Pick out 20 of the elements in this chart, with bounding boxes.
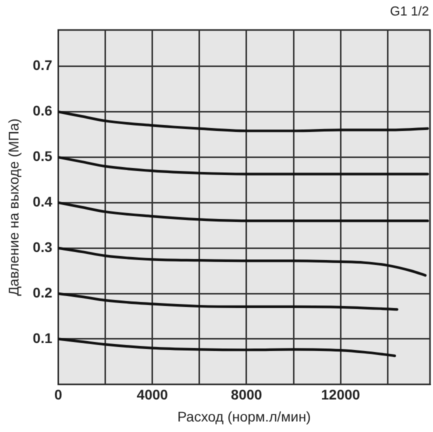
y-tick-label: 0.7: [32, 57, 52, 74]
y-tick-label: 0.3: [32, 238, 52, 255]
y-tick-label: 0.4: [32, 194, 52, 210]
x-tick-label: 8000: [230, 386, 262, 403]
line-series: [58, 292, 398, 311]
text: G1 1/2: [390, 4, 429, 19]
line-series: [58, 246, 427, 277]
x-tick-label: 4000: [136, 386, 168, 403]
y-axis-title: Давление на выходе (МПа): [5, 118, 22, 296]
x-axis-title: Расход (норм.л/мин): [177, 408, 311, 424]
line-series: [58, 156, 429, 176]
x-tick-label: 12000: [321, 386, 360, 403]
line-series: [58, 110, 429, 132]
y-tick-label: 0.1: [32, 330, 52, 346]
x-tick-label: 0: [54, 386, 62, 403]
line-series: [58, 201, 429, 222]
line-series: [58, 338, 396, 358]
y-tick-label: 0.5: [32, 148, 52, 164]
y-tick-label: 0.6: [32, 102, 52, 119]
y-tick-label: 0.2: [32, 284, 52, 300]
